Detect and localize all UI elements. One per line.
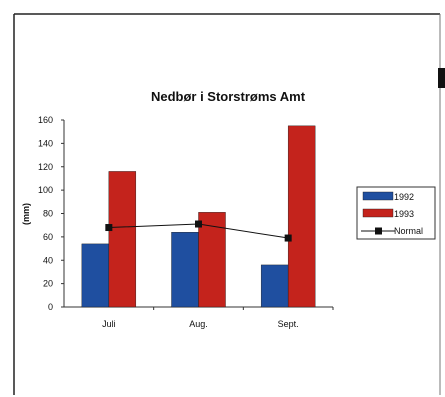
bar-1992-Juli xyxy=(81,243,110,308)
bars xyxy=(81,125,316,308)
y-tick-label: 40 xyxy=(43,255,53,265)
y-tick-label: 80 xyxy=(43,209,53,219)
normal-line xyxy=(105,220,292,242)
y-tick-label: 20 xyxy=(43,279,53,289)
chart-title: Nedbør i Storstrøms Amt xyxy=(151,89,306,104)
y-tick-label: 140 xyxy=(38,138,53,148)
y-tick-label: 100 xyxy=(38,185,53,195)
x-tick-label: Juli xyxy=(102,319,116,329)
normal-point-Sept. xyxy=(284,234,292,242)
legend-label-Normal: Normal xyxy=(394,226,423,236)
y-tick-label: 60 xyxy=(43,232,53,242)
legend-box xyxy=(356,186,436,240)
normal-point-Juli xyxy=(105,224,113,232)
bar-1993-Juli xyxy=(108,171,137,308)
bar-1992-Aug. xyxy=(171,231,199,308)
legend-swatch-1992 xyxy=(362,191,394,201)
bar-1992-Sept. xyxy=(260,264,289,308)
legend: 1992 1993 Normal xyxy=(356,186,436,240)
x-tick-label: Aug. xyxy=(189,319,208,329)
y-tick-label: 160 xyxy=(38,115,53,125)
tick-labels: 0 20 40 60 80 100 120 140 160 Juli Aug. Sept. xyxy=(38,115,299,329)
y-axis-label: (mm) xyxy=(21,203,31,225)
legend-label-1993: 1993 xyxy=(394,209,414,219)
x-tick-label: Sept. xyxy=(278,319,299,329)
frame-edge-mark xyxy=(438,68,445,88)
legend-marker-Normal xyxy=(375,227,382,235)
normal-point-Aug. xyxy=(195,220,202,228)
legend-label-1992: 1992 xyxy=(394,192,414,202)
bar-1993-Aug. xyxy=(198,212,226,308)
legend-swatch-1993 xyxy=(362,208,394,218)
bar-1993-Sept. xyxy=(287,125,316,308)
y-tick-label: 0 xyxy=(48,302,53,312)
y-tick-label: 120 xyxy=(38,162,53,172)
